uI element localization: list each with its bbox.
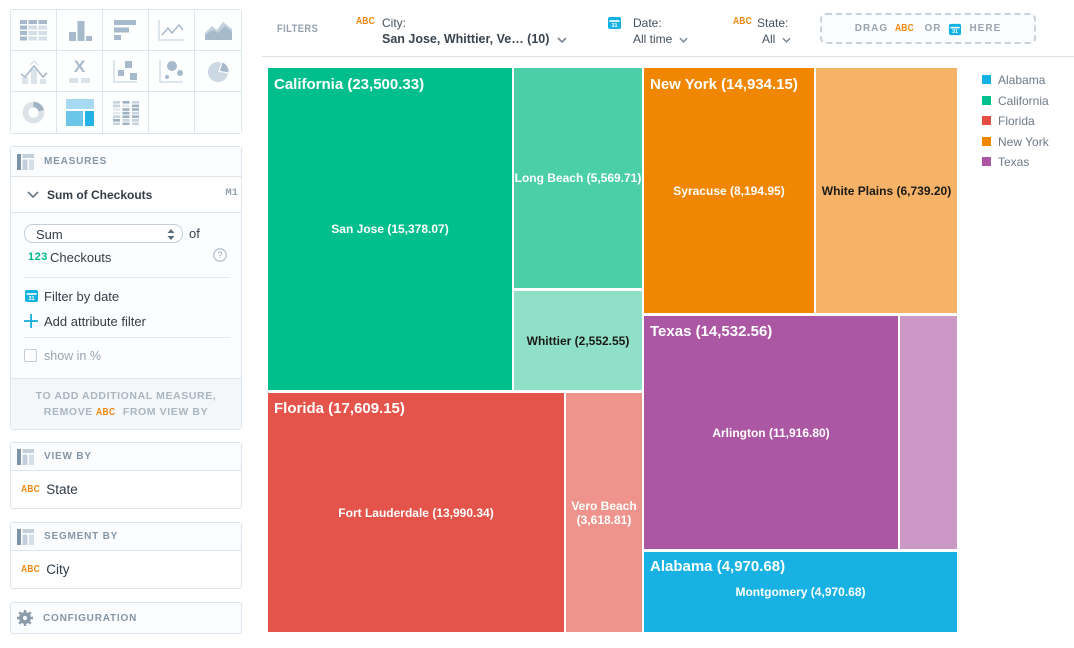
svg-text:31: 31: [611, 23, 617, 29]
svg-text:31: 31: [28, 296, 34, 302]
svg-text:31: 31: [953, 29, 959, 35]
svg-text:?: ?: [217, 250, 222, 260]
